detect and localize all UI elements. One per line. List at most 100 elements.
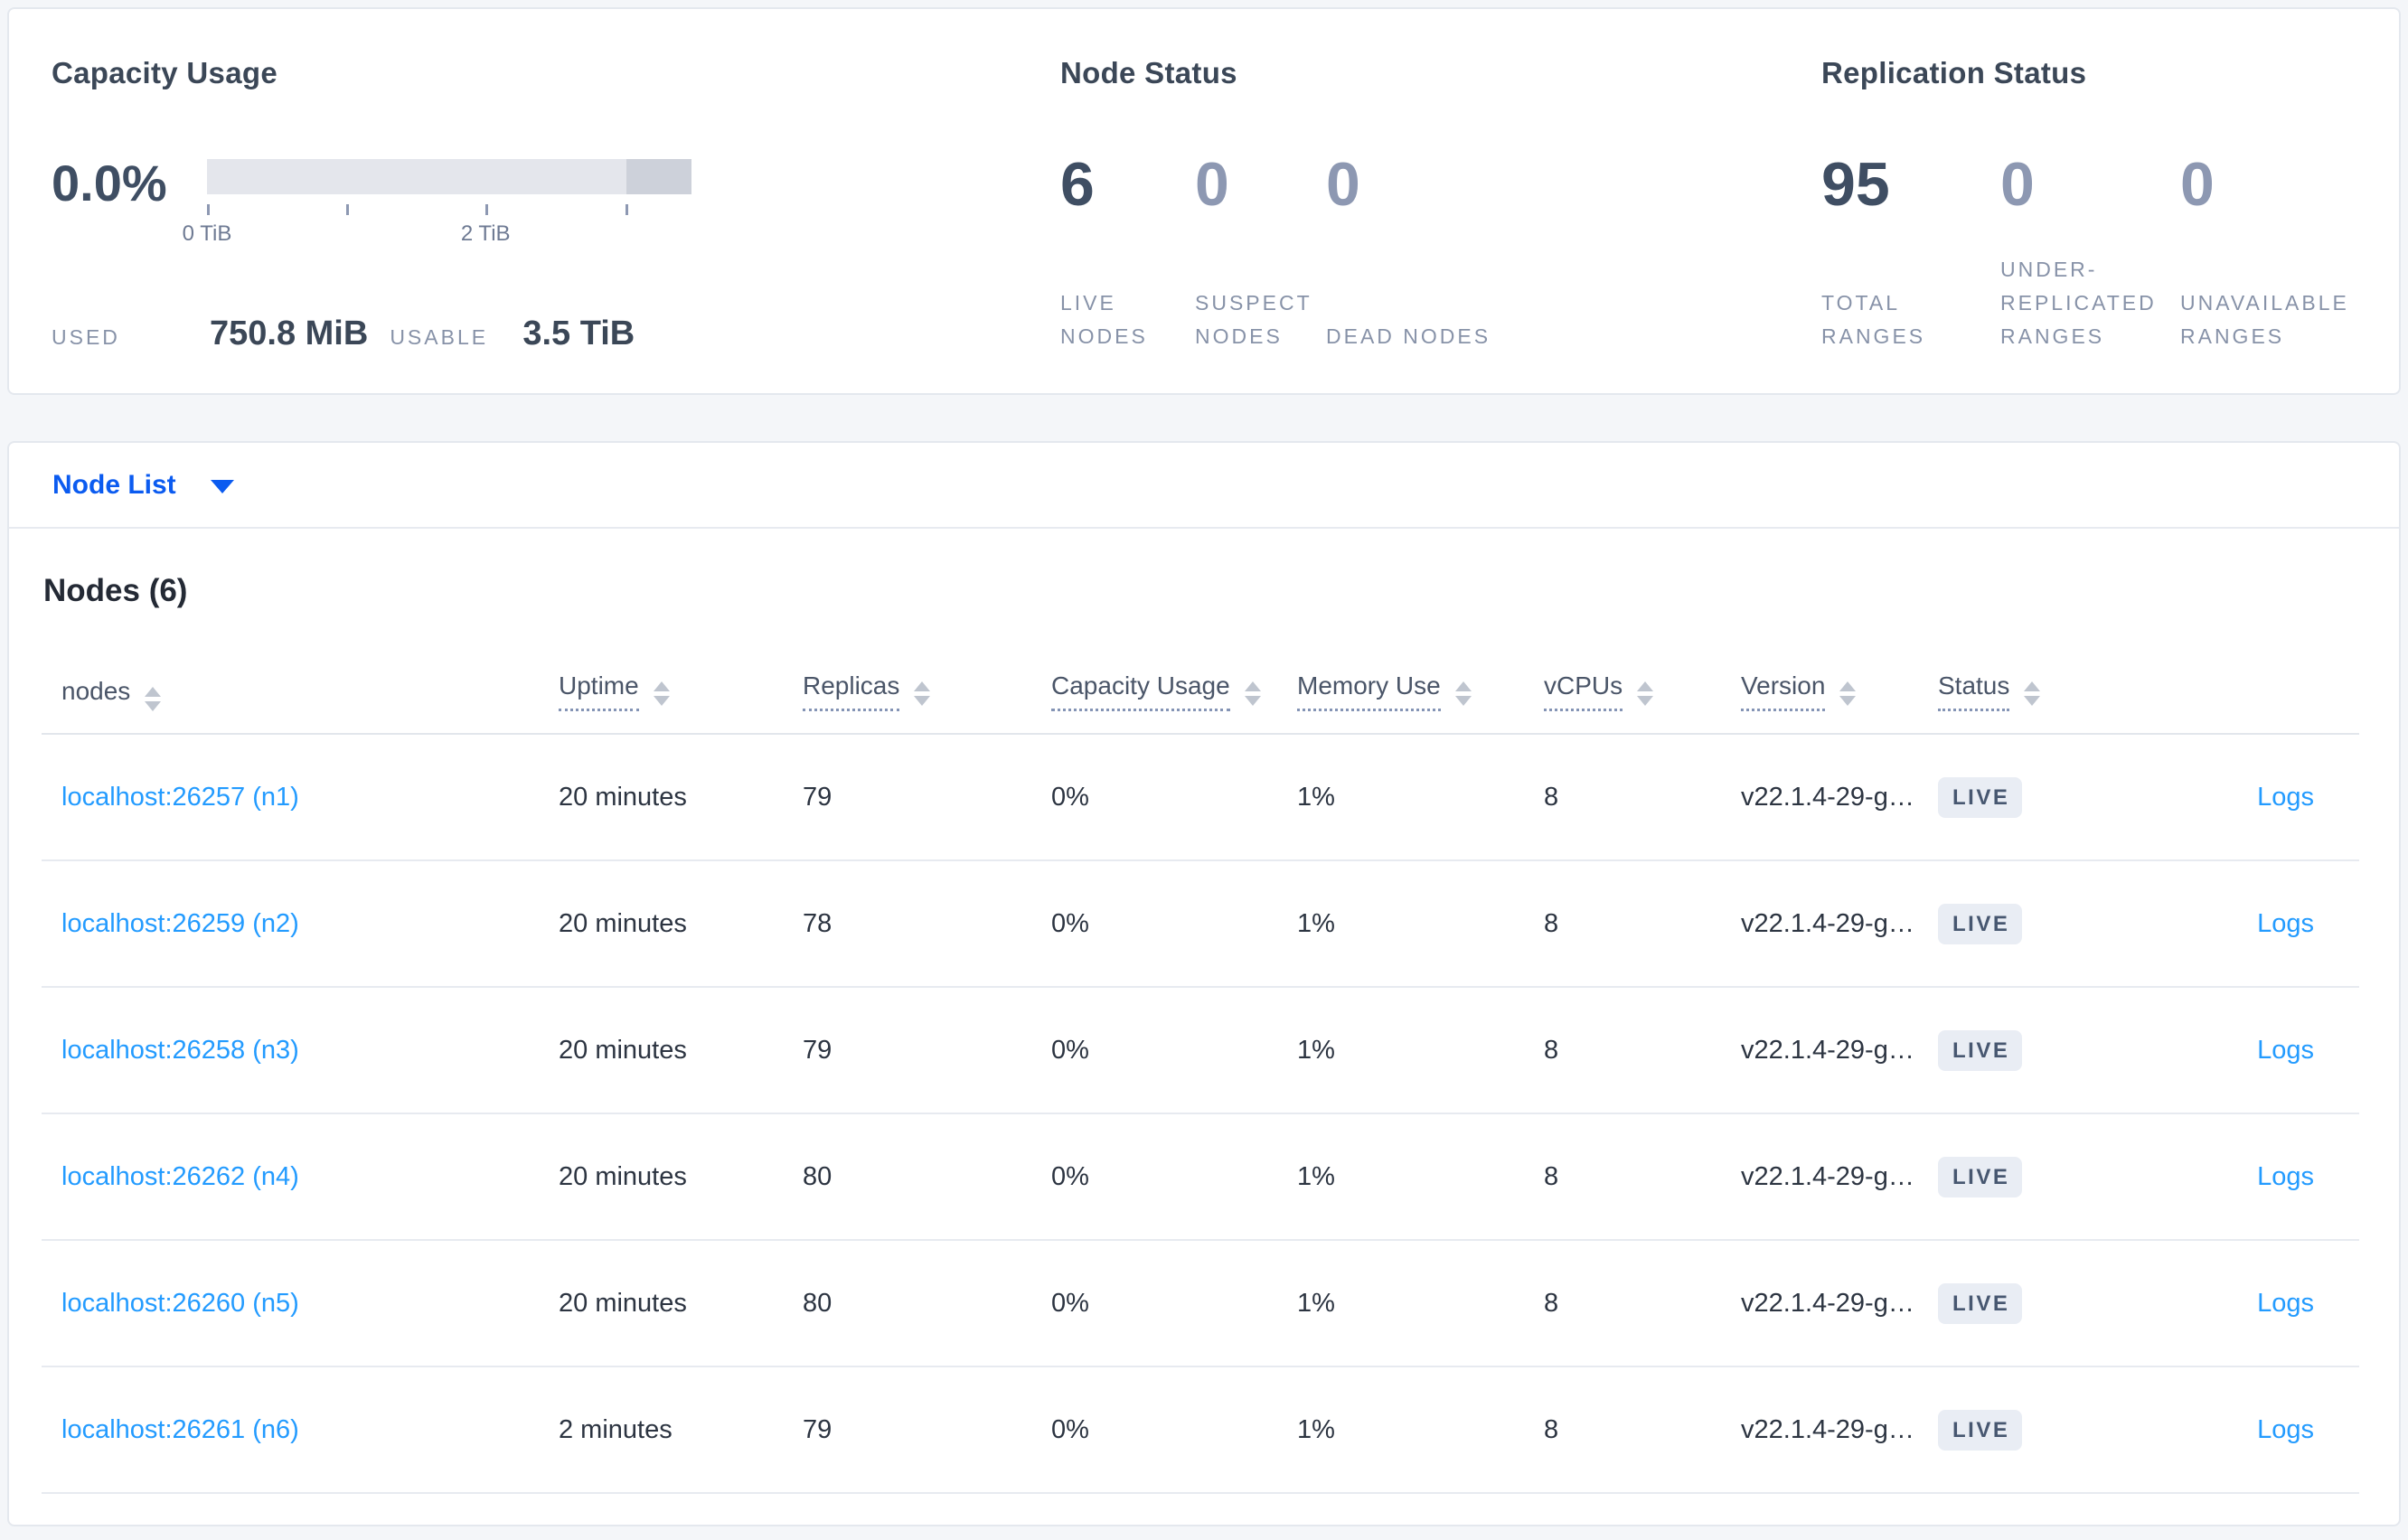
logs-link[interactable]: Logs bbox=[2257, 1161, 2314, 1191]
status-badge: LIVE bbox=[1938, 776, 2023, 818]
cell-version: v22.1.4-29-g… bbox=[1741, 860, 1938, 988]
cell-uptime: 2 minutes bbox=[559, 1366, 803, 1494]
node-link[interactable]: localhost:26257 (n1) bbox=[61, 782, 299, 812]
cell-memory: 1% bbox=[1297, 1366, 1544, 1494]
cell-replicas: 79 bbox=[803, 1366, 1051, 1494]
replication-status-title: Replication Status bbox=[1821, 56, 2087, 89]
cell-status: LIVE bbox=[1938, 1366, 2133, 1494]
cell-status: LIVE bbox=[1938, 987, 2133, 1114]
cell-status: LIVE bbox=[1938, 1240, 2133, 1367]
cell-memory: 1% bbox=[1297, 860, 1544, 988]
logs-link[interactable]: Logs bbox=[2257, 1414, 2314, 1444]
cell-status: LIVE bbox=[1938, 1113, 2133, 1241]
status-badge: LIVE bbox=[1938, 1409, 2023, 1451]
column-header-node[interactable]: nodes bbox=[42, 610, 559, 735]
nodes-table-title: Nodes (6) bbox=[43, 573, 188, 608]
summary-metric-label: LIVE NODES bbox=[1060, 291, 1148, 348]
capacity-axis-labels: 0 TiB 2 TiB bbox=[183, 221, 691, 247]
cell-version: v22.1.4-29-g… bbox=[1741, 1113, 1938, 1241]
column-header-logs bbox=[2133, 610, 2359, 735]
cell-version: v22.1.4-29-g… bbox=[1741, 1240, 1938, 1367]
column-header-label: Status bbox=[1938, 671, 2010, 711]
logs-link[interactable]: Logs bbox=[2257, 782, 2314, 812]
cell-logs: Logs bbox=[2133, 860, 2359, 988]
node-link[interactable]: localhost:26262 (n4) bbox=[61, 1161, 299, 1191]
cell-uptime: 20 minutes bbox=[559, 987, 803, 1114]
column-header-version[interactable]: Version bbox=[1741, 610, 1938, 735]
node-status-title: Node Status bbox=[1060, 56, 1237, 89]
cell-version: v22.1.4-29-g… bbox=[1741, 987, 1938, 1114]
capacity-used-percent: 0.0% bbox=[52, 155, 167, 211]
node-link[interactable]: localhost:26260 (n5) bbox=[61, 1288, 299, 1318]
table-row: localhost:26260 (n5) 20 minutes 80 0% 1% 8 v22… bbox=[42, 1240, 2359, 1367]
cell-capacity: 0% bbox=[1051, 860, 1297, 988]
cell-replicas: 79 bbox=[803, 734, 1051, 861]
node-link[interactable]: localhost:26261 (n6) bbox=[61, 1414, 299, 1444]
table-row: localhost:26257 (n1) 20 minutes 79 0% 1% 8 v22… bbox=[42, 734, 2359, 861]
cell-vcpus: 8 bbox=[1544, 1240, 1741, 1367]
cell-capacity: 0% bbox=[1051, 1113, 1297, 1241]
column-header-replicas[interactable]: Replicas bbox=[803, 610, 1051, 735]
column-header-uptime[interactable]: Uptime bbox=[559, 610, 803, 735]
cell-vcpus: 8 bbox=[1544, 734, 1741, 861]
chevron-down-icon bbox=[210, 480, 234, 493]
status-badge: LIVE bbox=[1938, 1156, 2023, 1197]
cell-replicas: 78 bbox=[803, 860, 1051, 988]
column-header-label: Replicas bbox=[803, 671, 900, 711]
capacity-usage-title: Capacity Usage bbox=[52, 56, 277, 89]
table-header-row: nodes Uptime Replicas Capacity Usage Memory … bbox=[42, 610, 2359, 735]
column-header-label: Capacity Usage bbox=[1051, 671, 1230, 711]
cell-vcpus: 8 bbox=[1544, 1113, 1741, 1241]
cell-vcpus: 8 bbox=[1544, 987, 1741, 1114]
view-selector-label[interactable]: Node List bbox=[52, 469, 176, 500]
sort-icon bbox=[1454, 681, 1472, 706]
logs-link[interactable]: Logs bbox=[2257, 1035, 2314, 1065]
cell-memory: 1% bbox=[1297, 734, 1544, 861]
summary-metric-label: DEAD NODES bbox=[1326, 324, 1491, 348]
column-header-capacity[interactable]: Capacity Usage bbox=[1051, 610, 1297, 735]
summary-metric-value: 95 bbox=[1821, 150, 1890, 219]
cell-status: LIVE bbox=[1938, 860, 2133, 988]
capacity-bar-chart: 0 TiB 2 TiB bbox=[183, 159, 691, 247]
status-badge: LIVE bbox=[1938, 903, 2023, 944]
sort-icon bbox=[145, 687, 162, 711]
cell-logs: Logs bbox=[2133, 734, 2359, 861]
node-link[interactable]: localhost:26258 (n3) bbox=[61, 1035, 299, 1065]
column-header-status[interactable]: Status bbox=[1938, 610, 2133, 735]
cell-version: v22.1.4-29-g… bbox=[1741, 1366, 1938, 1494]
view-selector-dropdown[interactable]: Node List bbox=[9, 443, 2399, 529]
table-row: localhost:26258 (n3) 20 minutes 79 0% 1% 8 v22… bbox=[42, 987, 2359, 1114]
cell-uptime: 20 minutes bbox=[559, 860, 803, 988]
cell-node: localhost:26262 (n4) bbox=[42, 1113, 559, 1241]
axis-tick bbox=[625, 204, 628, 215]
node-link[interactable]: localhost:26259 (n2) bbox=[61, 908, 299, 938]
column-header-label: nodes bbox=[61, 677, 131, 705]
cell-node: localhost:26257 (n1) bbox=[42, 734, 559, 861]
replication-status-metrics: 95 0 0 bbox=[1821, 150, 2397, 219]
table-row: localhost:26259 (n2) 20 minutes 78 0% 1% 8 v22… bbox=[42, 860, 2359, 988]
cell-uptime: 20 minutes bbox=[559, 1240, 803, 1367]
axis-tick bbox=[207, 204, 210, 215]
column-header-memory[interactable]: Memory Use bbox=[1297, 610, 1544, 735]
column-header-label: vCPUs bbox=[1544, 671, 1623, 711]
logs-link[interactable]: Logs bbox=[2257, 1288, 2314, 1318]
node-status-labels: LIVE NODES SUSPECT NODES DEAD NODES bbox=[1060, 286, 1507, 353]
cell-uptime: 20 minutes bbox=[559, 1113, 803, 1241]
axis-tick-label: 2 TiB bbox=[460, 221, 511, 246]
column-header-vcpus[interactable]: vCPUs bbox=[1544, 610, 1741, 735]
logs-link[interactable]: Logs bbox=[2257, 908, 2314, 938]
capacity-bar bbox=[207, 159, 691, 194]
sort-icon bbox=[914, 681, 931, 706]
sort-icon bbox=[653, 681, 670, 706]
cell-capacity: 0% bbox=[1051, 1240, 1297, 1367]
sort-icon bbox=[1244, 681, 1261, 706]
replication-status-labels: TOTAL RANGES UNDER-REPLICATED RANGES UNAVA… bbox=[1821, 253, 2397, 353]
node-list-card: Node List Nodes (6) nodes Uptime Replicas C… bbox=[7, 441, 2401, 1526]
axis-tick bbox=[345, 204, 349, 215]
cell-replicas: 80 bbox=[803, 1240, 1051, 1367]
used-label: USED bbox=[52, 325, 120, 349]
summary-metric-label: TOTAL RANGES bbox=[1821, 291, 1926, 348]
column-header-label: Memory Use bbox=[1297, 671, 1441, 711]
node-status-metrics: 6 0 0 bbox=[1060, 150, 1507, 219]
sort-icon bbox=[1839, 681, 1857, 706]
